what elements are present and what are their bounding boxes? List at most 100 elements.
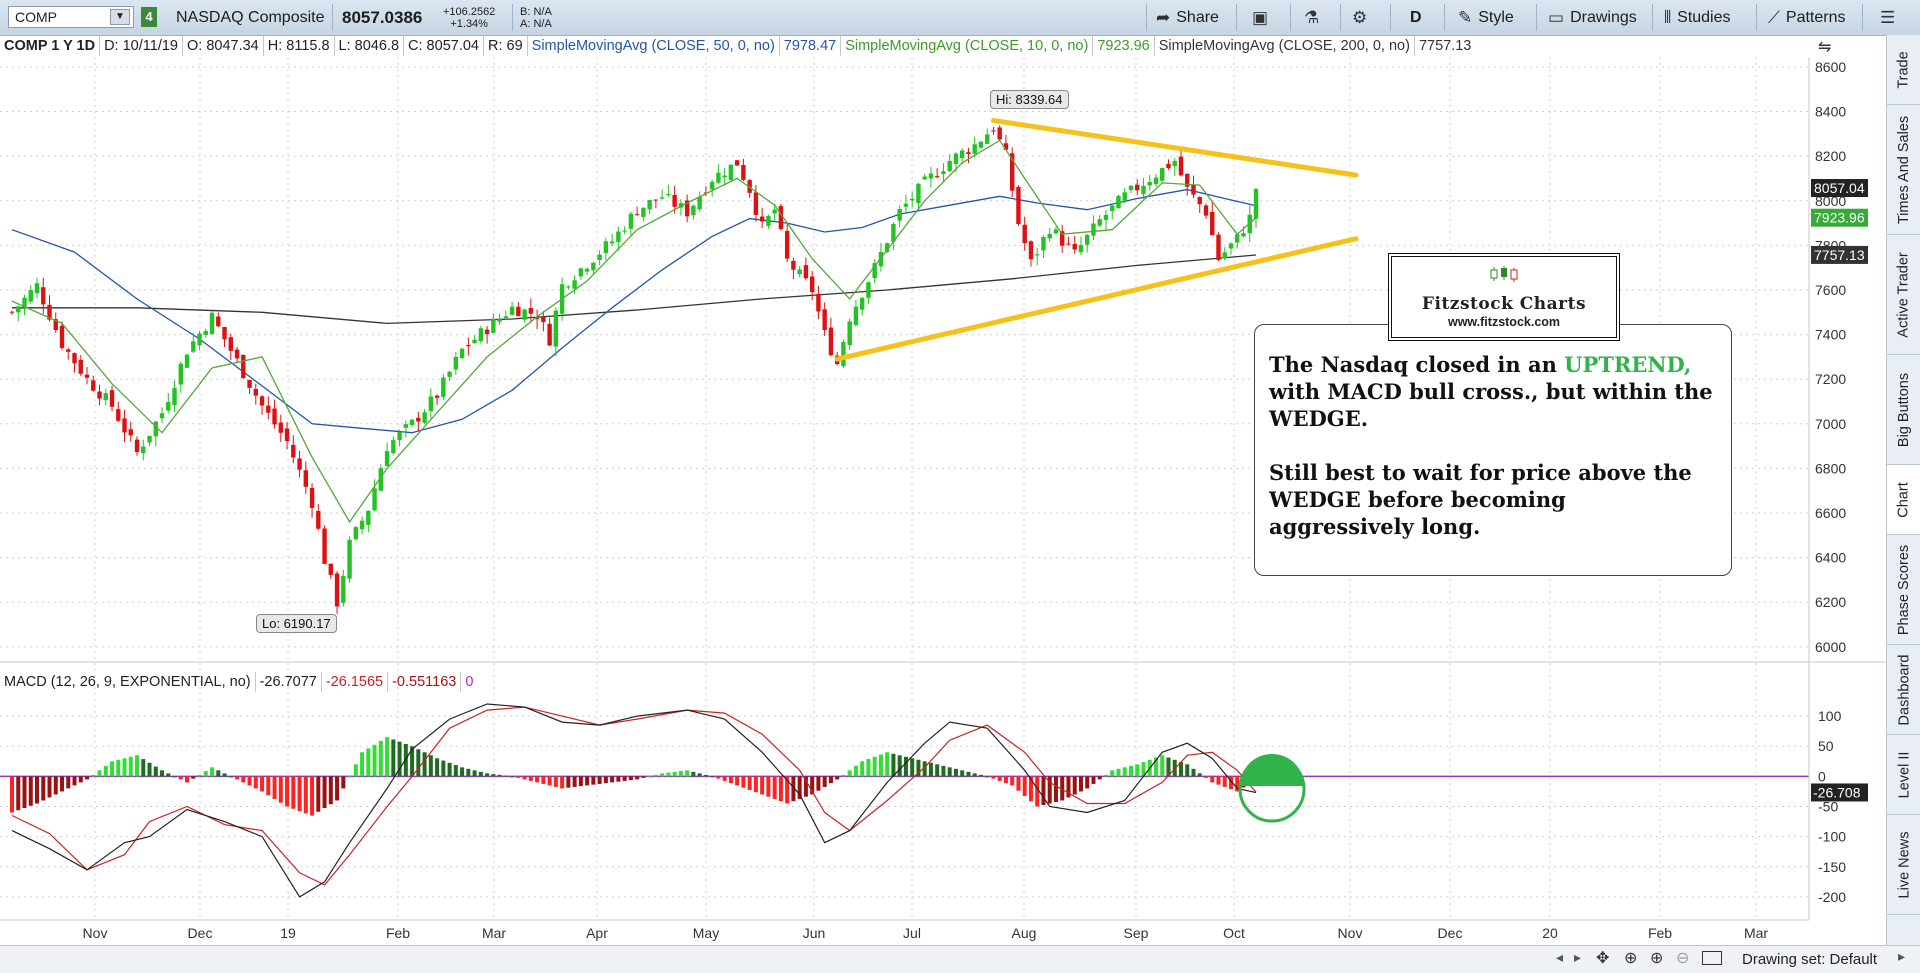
drawing-set-label[interactable]: Drawing set: Default — [1742, 951, 1878, 968]
price-tick-label: 8400 — [1815, 104, 1846, 120]
tab-phase-scores[interactable]: Phase Scores — [1887, 535, 1920, 645]
menu-button[interactable]: ☰ — [1880, 0, 1901, 35]
macd-histogram-bar — [1228, 776, 1233, 790]
macd-histogram-bar — [903, 756, 908, 777]
macd-histogram-bar — [1178, 762, 1183, 777]
candle-body — [1047, 233, 1052, 239]
candle-body — [1185, 173, 1190, 187]
candle-body — [416, 417, 421, 422]
candle-body — [384, 451, 390, 467]
period-button[interactable]: D — [1410, 0, 1422, 35]
candle-body — [434, 395, 440, 398]
candle-body — [478, 328, 484, 342]
macd-histogram-bar — [578, 776, 583, 787]
symbol-dropdown-icon[interactable]: ▼ — [110, 9, 130, 25]
alert-button[interactable]: ▣ — [1252, 0, 1274, 35]
candle-body — [1122, 192, 1127, 201]
candle-body — [28, 290, 33, 302]
price-tick-label: 6000 — [1815, 639, 1846, 655]
annotation-box[interactable]: The Nasdaq closed in an UPTREND, with MA… — [1254, 324, 1732, 576]
zoom-out-icon[interactable]: ⊖ — [1676, 950, 1690, 967]
chart-title[interactable]: COMP 1 Y 1D — [0, 36, 101, 56]
studies-flask-button[interactable]: ⚗ — [1304, 0, 1325, 35]
share-button[interactable]: ➦ Share — [1156, 0, 1219, 35]
tab-times-and-sales[interactable]: Times And Sales — [1887, 105, 1920, 235]
fit-screen-icon[interactable] — [1702, 951, 1722, 965]
candle-body — [1022, 224, 1027, 243]
candle-body — [959, 150, 965, 159]
price-tick-label: 6800 — [1815, 460, 1846, 476]
candle-body — [1053, 229, 1059, 234]
crosshair-icon[interactable]: ⊕ — [1624, 950, 1638, 967]
scroll-right-icon[interactable]: ▸ — [1574, 949, 1582, 965]
candle-body — [459, 348, 465, 359]
macd-histogram-bar — [872, 756, 877, 777]
macd-histogram-bar — [828, 776, 833, 784]
candle-body — [59, 325, 65, 348]
pan-icon[interactable]: ✥ — [1596, 950, 1610, 967]
candle-body — [466, 344, 471, 347]
macd-histogram — [10, 737, 1258, 816]
macd-histogram-bar — [97, 770, 102, 777]
zoom-in-icon[interactable]: ⊕ — [1650, 950, 1664, 967]
tab-chart[interactable]: Chart — [1887, 465, 1920, 535]
candle-body — [441, 377, 446, 397]
macd-histogram-bar — [972, 773, 977, 777]
tab-active-trader[interactable]: Active Trader — [1887, 235, 1920, 355]
macd-histogram-bar — [303, 776, 308, 814]
sma50-label[interactable]: SimpleMovingAvg (CLOSE, 50, 0, no) — [528, 36, 780, 56]
sma200-label[interactable]: SimpleMovingAvg (CLOSE, 200, 0, no) — [1155, 36, 1415, 56]
macd-histogram-bar — [10, 776, 14, 813]
macd-histogram-bar — [272, 776, 277, 799]
period-label: D — [1410, 8, 1422, 26]
macd-histogram-bar — [772, 776, 777, 799]
candle-body — [97, 391, 102, 399]
macd-histogram-bar — [316, 776, 321, 812]
tab-big-buttons[interactable]: Big Buttons — [1887, 355, 1920, 465]
drawing-set-dropdown-icon[interactable]: ▸ — [1898, 948, 1906, 964]
macd-label[interactable]: MACD (12, 26, 9, EXPONENTIAL, no) — [0, 672, 256, 692]
candle-body — [1028, 241, 1034, 260]
link-badge[interactable]: 4 — [141, 7, 157, 27]
candle-body — [253, 388, 258, 396]
candle-body — [141, 446, 146, 454]
macd-histogram-bar — [553, 776, 558, 787]
wedge-lower-line — [834, 236, 1359, 362]
macd-histogram-bar — [491, 774, 496, 777]
macd-histogram-bar — [116, 759, 121, 777]
candle-body — [872, 263, 877, 279]
scroll-left-icon[interactable]: ◂ — [1556, 949, 1564, 965]
macd-cross-circle[interactable] — [1238, 754, 1306, 823]
wedge-lines[interactable] — [834, 117, 1359, 362]
gear-icon: ⚙ — [1352, 7, 1368, 27]
time-tick-label: 20 — [1542, 925, 1558, 941]
macd-histogram-bar — [735, 776, 740, 786]
candle-body — [191, 341, 196, 352]
macd-histogram-bar — [1053, 776, 1058, 802]
symbol-input[interactable]: COMP — [8, 6, 134, 28]
axis-scale-icon[interactable]: ⇋ — [1818, 39, 1831, 56]
high-label: Hi: 8339.64 — [990, 90, 1069, 109]
macd-histogram-bar — [516, 776, 521, 778]
candle-body — [853, 306, 859, 325]
macd-histogram-bar — [978, 774, 983, 777]
style-button[interactable]: ✎ Style — [1458, 0, 1514, 35]
macd-histogram-bar — [535, 776, 540, 783]
sma10-label[interactable]: SimpleMovingAvg (CLOSE, 10, 0, no) — [841, 36, 1094, 56]
macd-histogram-bar — [797, 776, 802, 799]
candle-body — [409, 419, 415, 425]
tab-level-ii[interactable]: Level II — [1887, 735, 1920, 815]
candle-body — [128, 429, 133, 436]
studies-button[interactable]: ⫴ Studies — [1664, 0, 1731, 35]
macd-histogram-bar — [660, 773, 665, 777]
candle-body — [453, 356, 459, 370]
drawings-button[interactable]: ▭ Drawings — [1548, 0, 1637, 35]
tab-dashboard[interactable]: Dashboard — [1887, 645, 1920, 735]
settings-button[interactable]: ⚙ — [1352, 0, 1373, 35]
candle-body — [891, 224, 896, 242]
patterns-button[interactable]: ⟋ Patterns — [1768, 0, 1846, 35]
macd-histogram-bar — [428, 755, 433, 777]
tab-trade[interactable]: Trade — [1887, 35, 1920, 105]
tab-live-news[interactable]: Live News — [1887, 815, 1920, 915]
candle-body — [703, 192, 709, 194]
